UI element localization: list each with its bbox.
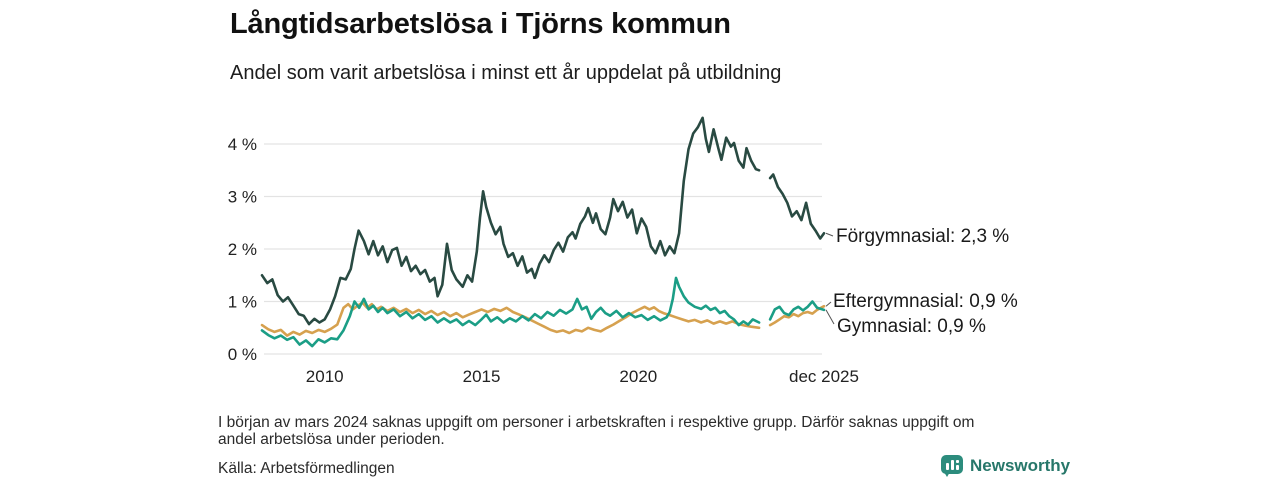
series-line-förgymnasial xyxy=(768,173,826,240)
series-line-eftergymnasial xyxy=(260,301,761,337)
page-title: Långtidsarbetslösa i Tjörns kommun xyxy=(230,8,731,40)
label-leader-gymnasial xyxy=(825,309,835,325)
newsworthy-logo: Newsworthy xyxy=(941,455,1070,477)
series-line-förgymnasial xyxy=(260,116,761,326)
series-end-label-gymnasial: Gymnasial: 0,9 % xyxy=(837,316,986,337)
y-tick-label: 1 % xyxy=(228,293,257,312)
label-leader-förgymnasial xyxy=(825,232,834,237)
x-tick-label: 2010 xyxy=(306,367,344,386)
series-line-eftergymnasial xyxy=(768,304,826,327)
y-tick-label: 3 % xyxy=(228,188,257,207)
x-tick-label: 2015 xyxy=(463,367,501,386)
x-tick-label: dec 2025 xyxy=(789,367,859,386)
chart-subtitle: Andel som varit arbetslösa i minst ett å… xyxy=(230,62,782,84)
footnote-line-2: andel arbetslösa under perioden. xyxy=(218,431,445,448)
series-line-gymnasial xyxy=(768,300,826,321)
bar-chart-speech-bubble-icon xyxy=(941,455,963,477)
series-end-label-eftergymnasial: Eftergymnasial: 0,9 % xyxy=(833,291,1018,312)
x-tick-label: 2020 xyxy=(619,367,657,386)
source-credit: Källa: Arbetsförmedlingen xyxy=(218,460,395,477)
series-line-gymnasial xyxy=(260,276,761,348)
series-end-label-forgymnasial: Förgymnasial: 2,3 % xyxy=(836,226,1010,247)
newsworthy-logo-text: Newsworthy xyxy=(970,456,1071,475)
label-leader-eftergymnasial xyxy=(825,301,832,307)
y-tick-label: 4 % xyxy=(228,135,257,154)
y-tick-label: 2 % xyxy=(228,240,257,259)
chart-footnote: I början av mars 2024 saknas uppgift om … xyxy=(218,414,1058,448)
footnote-line-1: I början av mars 2024 saknas uppgift om … xyxy=(218,414,975,431)
y-tick-label: 0 % xyxy=(228,345,257,364)
